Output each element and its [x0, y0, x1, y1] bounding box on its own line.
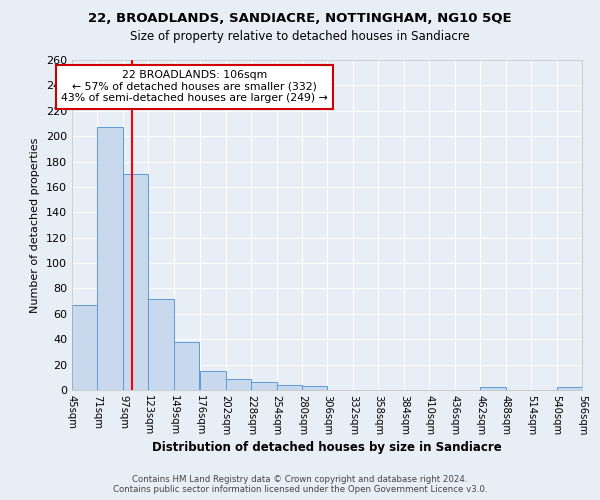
- Bar: [277, 385, 302, 390]
- Bar: [251, 382, 277, 390]
- Bar: [557, 388, 582, 390]
- Bar: [97, 128, 123, 390]
- Text: Contains HM Land Registry data © Crown copyright and database right 2024.: Contains HM Land Registry data © Crown c…: [132, 475, 468, 484]
- Bar: [123, 174, 148, 390]
- Bar: [200, 371, 226, 390]
- Y-axis label: Number of detached properties: Number of detached properties: [31, 138, 40, 312]
- Text: 22 BROADLANDS: 106sqm
← 57% of detached houses are smaller (332)
43% of semi-det: 22 BROADLANDS: 106sqm ← 57% of detached …: [61, 70, 328, 103]
- Text: 22, BROADLANDS, SANDIACRE, NOTTINGHAM, NG10 5QE: 22, BROADLANDS, SANDIACRE, NOTTINGHAM, N…: [88, 12, 512, 26]
- Bar: [480, 388, 506, 390]
- Bar: [302, 386, 328, 390]
- Text: Size of property relative to detached houses in Sandiacre: Size of property relative to detached ho…: [130, 30, 470, 43]
- Bar: [226, 378, 251, 390]
- Bar: [148, 298, 174, 390]
- Bar: [174, 342, 199, 390]
- Text: Contains public sector information licensed under the Open Government Licence v3: Contains public sector information licen…: [113, 485, 487, 494]
- X-axis label: Distribution of detached houses by size in Sandiacre: Distribution of detached houses by size …: [152, 441, 502, 454]
- Bar: [72, 305, 97, 390]
